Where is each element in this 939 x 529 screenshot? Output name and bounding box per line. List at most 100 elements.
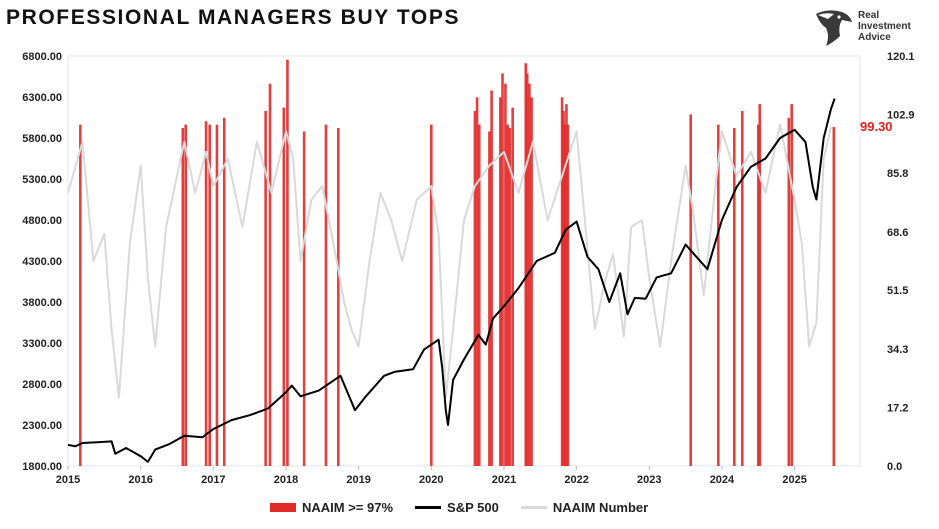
naaim-97-bar xyxy=(336,128,340,466)
naaim-97-bar xyxy=(473,110,477,467)
right-axis: 120.1 102.9 85.8 68.6 51.5 34.3 17.2 0.0 xyxy=(887,51,915,473)
logo-text-line-3: Advice xyxy=(858,32,891,43)
naaim-97-bar xyxy=(499,97,502,466)
legend-item-naaim-97: NAAIM >= 97% xyxy=(270,500,393,515)
naaim-97-bar xyxy=(563,124,567,466)
naaim-97-bar xyxy=(756,124,760,466)
left-tick-label: 5300.00 xyxy=(22,174,62,186)
legend-item-sp500: S&P 500 xyxy=(415,500,499,515)
naaim-97-bar xyxy=(282,107,286,466)
naaim-97-bar xyxy=(181,128,185,466)
right-tick-label: 85.8 xyxy=(887,168,908,180)
legend-swatch-naaim xyxy=(520,506,547,509)
left-tick-label: 2800.00 xyxy=(22,379,62,391)
logo-text-line-2: Investment xyxy=(858,21,911,32)
naaim-97-bar xyxy=(302,131,306,466)
legend-label-naaim: NAAIM Number xyxy=(552,500,649,515)
naaim-97-bar xyxy=(264,110,267,467)
naaim-97-bar xyxy=(477,124,481,466)
left-axis: 6800.00 6300.00 5800.00 5300.00 4800.00 4300.… xyxy=(22,51,62,473)
naaim-97-bar xyxy=(787,117,791,467)
naaim-97-bar xyxy=(717,124,720,466)
legend-item-naaim: NAAIM Number xyxy=(520,500,649,515)
naaim-97-bar xyxy=(286,59,289,467)
brand-logo: Real Investment Advice xyxy=(812,6,922,48)
naaim-97-bar xyxy=(204,121,208,467)
naaim-97-bar xyxy=(732,128,736,466)
x-tick-label: 2018 xyxy=(274,474,298,486)
right-tick-label: 51.5 xyxy=(887,285,908,297)
x-tick-label: 2017 xyxy=(201,474,225,486)
naaim-97-bar xyxy=(324,124,328,466)
naaim-97-bar xyxy=(208,124,211,466)
right-tick-label: 120.1 xyxy=(887,51,915,63)
naaim-line-group xyxy=(67,123,832,399)
naaim-97-bar xyxy=(506,124,509,466)
left-tick-label: 4800.00 xyxy=(22,215,62,227)
naaim-97-bar xyxy=(528,83,531,467)
naaim-97-bar xyxy=(268,83,272,467)
right-tick-label: 0.0 xyxy=(887,461,902,473)
naaim-97-bar xyxy=(215,124,219,466)
x-tick-label: 2015 xyxy=(56,474,80,486)
chart-title: PROFESSIONAL MANAGERS BUY TOPS xyxy=(6,6,461,29)
legend: NAAIM >= 97% S&P 500 NAAIM Number xyxy=(270,500,670,515)
legend-swatch-bars xyxy=(270,503,296,512)
x-tick-label: 2020 xyxy=(419,474,443,486)
x-tick-label: 2023 xyxy=(637,474,661,486)
naaim-97-bar xyxy=(565,104,568,466)
x-tick-label: 2021 xyxy=(492,474,516,486)
naaim-97-bar xyxy=(689,114,693,467)
legend-swatch-sp500 xyxy=(415,506,442,509)
right-tick-label: 34.3 xyxy=(887,344,908,356)
naaim-97-bar xyxy=(184,124,188,466)
left-tick-label: 3300.00 xyxy=(22,338,62,350)
left-tick-label: 1800.00 xyxy=(22,461,62,473)
naaim-97-bar xyxy=(524,63,528,466)
naaim-97-bar xyxy=(504,83,507,467)
naaim-97-bar xyxy=(566,124,570,466)
left-tick-label: 5800.00 xyxy=(22,133,62,145)
naaim-97-bar xyxy=(525,73,529,466)
left-tick-label: 6300.00 xyxy=(22,92,62,104)
naaim-97-bar xyxy=(508,128,512,466)
eagle-head-icon xyxy=(816,10,852,46)
x-axis: 2015 2016 2017 2018 2019 2020 2021 2022 2023 2024… xyxy=(56,466,807,486)
naaim-97-bar xyxy=(488,131,491,466)
left-tick-label: 3800.00 xyxy=(22,297,62,309)
x-tick-label: 2016 xyxy=(128,474,152,486)
naaim-97-bar xyxy=(501,73,504,466)
naaim-97-bars xyxy=(79,59,836,467)
naaim-97-bar xyxy=(758,104,762,466)
legend-label-naaim-97: NAAIM >= 97% xyxy=(302,500,394,515)
plot-frame xyxy=(67,55,861,467)
left-tick-label: 6800.00 xyxy=(22,51,62,63)
sp500-line-group xyxy=(67,98,836,463)
legend-label-sp500: S&P 500 xyxy=(447,500,499,515)
x-tick-label: 2024 xyxy=(710,474,735,486)
left-tick-label: 2300.00 xyxy=(22,420,62,432)
naaim-97-bar xyxy=(530,97,533,466)
logo-text-line-1: Real xyxy=(858,10,880,21)
naaim-97-bar xyxy=(562,110,565,467)
naaim-97-bar xyxy=(430,124,433,466)
right-tick-label: 102.9 xyxy=(887,110,915,122)
naaim-97-bar xyxy=(511,107,514,466)
sp500-line xyxy=(67,98,836,463)
naaim-97-bar xyxy=(740,110,744,467)
naaim-97-bar xyxy=(222,117,226,467)
naaim-97-bar xyxy=(490,90,493,466)
x-tick-label: 2022 xyxy=(564,474,588,486)
naaim-97-bar xyxy=(475,97,479,466)
x-tick-label: 2019 xyxy=(346,474,370,486)
naaim-97-bar xyxy=(560,97,564,466)
latest-value-annotation: 99.30 xyxy=(860,119,893,134)
naaim-97-bar xyxy=(790,104,793,466)
naaim-97-bar xyxy=(832,127,836,466)
x-tick-label: 2025 xyxy=(782,474,806,486)
left-tick-label: 4300.00 xyxy=(22,256,62,268)
naaim-number-line xyxy=(67,123,832,399)
right-tick-label: 68.6 xyxy=(887,227,908,239)
naaim-97-bar xyxy=(79,124,82,466)
